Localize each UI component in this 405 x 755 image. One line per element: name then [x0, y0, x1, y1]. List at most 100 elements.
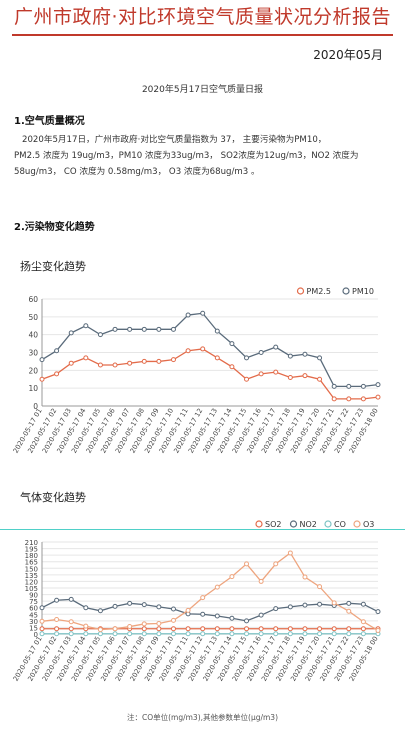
data-point	[287, 353, 293, 359]
data-point	[200, 611, 206, 617]
data-point	[346, 608, 352, 614]
data-point	[302, 631, 308, 637]
legend-item[interactable]: O3	[353, 520, 374, 529]
data-point	[68, 360, 74, 366]
data-point	[258, 612, 264, 618]
data-point	[54, 597, 60, 603]
data-point	[97, 362, 103, 368]
data-point	[97, 608, 103, 614]
data-point	[273, 631, 279, 637]
gas-trend-chart: 0153045607590105120135150165180195210202…	[12, 520, 381, 683]
data-point	[185, 631, 191, 637]
series-line	[41, 598, 379, 622]
data-point	[54, 371, 60, 377]
data-point	[287, 626, 293, 632]
data-point	[360, 619, 366, 625]
summary-paragraph: 2020年5月17日，广州市政府·对比空气质量指数为 37， 主要污染物为PM1…	[14, 132, 396, 180]
series-line	[41, 312, 379, 388]
data-point	[127, 631, 133, 637]
y-tick-label: 180	[25, 552, 38, 560]
data-point	[287, 550, 293, 556]
data-point	[141, 626, 147, 632]
data-point	[54, 348, 60, 354]
data-point	[244, 355, 250, 361]
data-point	[54, 617, 60, 623]
data-point	[258, 350, 264, 355]
data-point	[141, 631, 147, 637]
data-point	[156, 626, 162, 632]
data-point	[97, 627, 103, 633]
legend-marker	[296, 287, 305, 295]
report-date: 2020年05月	[313, 48, 383, 62]
data-point	[170, 631, 176, 637]
data-point	[39, 605, 45, 611]
data-point	[112, 631, 118, 637]
legend-item[interactable]: SO2	[255, 520, 281, 529]
legend-label: SO2	[265, 520, 281, 529]
legend-item[interactable]: PM2.5	[296, 287, 331, 296]
data-point	[273, 369, 279, 375]
data-point	[360, 601, 366, 607]
y-tick-label: 105	[25, 585, 38, 593]
data-point	[156, 620, 162, 626]
data-point	[375, 609, 381, 615]
data-point	[112, 362, 118, 368]
data-point	[185, 348, 191, 354]
legend-item[interactable]: NO2	[289, 520, 317, 529]
data-point	[170, 606, 176, 612]
legend-label: CO	[334, 520, 346, 529]
y-tick-label: 10	[28, 384, 38, 393]
legend-label: NO2	[300, 520, 317, 529]
data-point	[214, 584, 220, 590]
summary-line-3: 58ug/m3， CO 浓度为 0.58mg/m3， O3 浓度为68ug/m3…	[14, 167, 260, 177]
data-point	[317, 601, 323, 607]
series-line	[41, 348, 379, 400]
y-tick-label: 0	[34, 631, 38, 639]
legend-marker	[255, 520, 263, 528]
data-point	[185, 607, 191, 613]
data-point	[141, 621, 147, 627]
series-line	[41, 552, 379, 632]
data-point	[112, 626, 118, 632]
data-point	[39, 357, 45, 363]
data-point	[375, 382, 381, 388]
legend-item[interactable]: CO	[324, 520, 346, 529]
data-point	[200, 310, 206, 316]
data-point	[127, 624, 133, 630]
data-point	[317, 355, 323, 361]
data-point	[97, 332, 103, 338]
y-tick-label: 40	[28, 331, 38, 340]
legend-label: PM2.5	[307, 287, 331, 296]
data-point	[346, 600, 352, 606]
data-point	[39, 631, 45, 637]
data-point	[214, 355, 220, 361]
y-tick-label: 60	[29, 605, 38, 613]
y-tick-label: 0	[33, 402, 38, 411]
data-point	[127, 360, 133, 366]
data-point	[229, 626, 235, 632]
data-point	[156, 604, 162, 610]
data-point	[112, 326, 118, 332]
data-point	[68, 631, 74, 637]
y-tick-label: 45	[29, 611, 38, 619]
y-tick-label: 30	[29, 618, 38, 626]
y-tick-label: 60	[28, 295, 38, 304]
data-point	[360, 396, 366, 402]
data-point	[156, 631, 162, 637]
data-point	[302, 373, 308, 379]
data-point	[214, 631, 220, 637]
data-point	[214, 613, 220, 619]
legend-label: O3	[363, 520, 374, 529]
data-point	[141, 326, 147, 332]
data-point	[170, 357, 176, 363]
data-point	[302, 351, 308, 357]
data-point	[346, 383, 352, 389]
legend-item[interactable]: PM10	[342, 287, 374, 296]
y-tick-label: 75	[29, 598, 38, 606]
data-point	[83, 355, 89, 361]
data-point	[244, 376, 250, 382]
data-point	[156, 358, 162, 364]
data-point	[83, 323, 89, 329]
data-point	[39, 618, 45, 624]
